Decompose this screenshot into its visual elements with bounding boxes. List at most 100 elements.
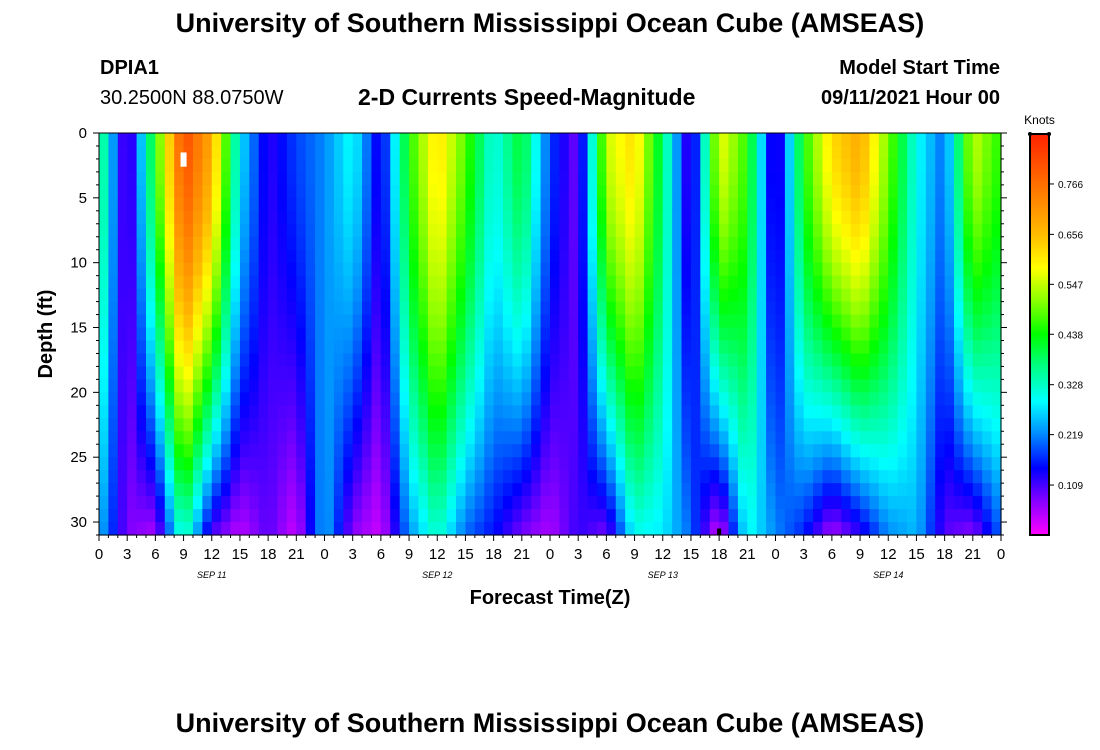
heatmap-cell [737, 301, 748, 316]
heatmap-cell [484, 236, 495, 251]
heatmap-cell [954, 418, 965, 432]
heatmap-cell [117, 405, 128, 419]
heatmap-cell [380, 457, 391, 471]
heatmap-cell [803, 158, 814, 173]
heatmap-cell [982, 483, 993, 497]
heatmap-cell [578, 184, 589, 199]
heatmap-cell [474, 288, 485, 303]
heatmap-cell [531, 133, 542, 147]
heatmap-cell [446, 184, 457, 199]
heatmap-cell [681, 236, 692, 251]
heatmap-cell [512, 171, 523, 186]
heatmap-cell [907, 223, 918, 238]
heatmap-cell [456, 145, 467, 160]
heatmap-cell [982, 457, 993, 471]
heatmap-cell [550, 210, 560, 225]
heatmap-cell [747, 197, 758, 212]
heatmap-cell [202, 327, 213, 342]
heatmap-cell [991, 301, 1002, 316]
heatmap-cell [935, 171, 946, 186]
heatmap-cell [869, 457, 880, 471]
heatmap-cell [690, 522, 701, 536]
heatmap-cell [183, 314, 194, 329]
heatmap-cell [728, 509, 739, 523]
heatmap-cell [258, 496, 269, 510]
heatmap-cell [380, 133, 391, 147]
heatmap-cell [935, 470, 946, 484]
heatmap-cell [221, 431, 232, 445]
heatmap-cell [418, 340, 429, 355]
heatmap-cell [277, 522, 288, 536]
heatmap-cell [869, 301, 880, 316]
heatmap-cell [888, 405, 899, 419]
heatmap-cell [897, 444, 908, 458]
heatmap-cell [164, 145, 175, 160]
heatmap-cell [249, 522, 260, 536]
heatmap-cell [380, 158, 391, 173]
heatmap-cell [503, 457, 514, 471]
heatmap-cell [653, 288, 664, 303]
heatmap-cell [239, 301, 250, 316]
heatmap-cell [305, 444, 316, 458]
heatmap-cell [192, 314, 203, 329]
heatmap-cell [268, 405, 279, 419]
heatmap-cell [371, 197, 382, 212]
heatmap-cell [230, 223, 241, 238]
heatmap-cell [907, 301, 918, 316]
heatmap-cell [145, 314, 156, 329]
heatmap-cell [390, 392, 401, 406]
heatmap-cell [484, 145, 495, 160]
heatmap-cell [831, 470, 842, 484]
heatmap-cell [380, 301, 391, 316]
heatmap-cell [249, 353, 260, 368]
heatmap-cell [860, 457, 871, 471]
heatmap-cell [399, 418, 410, 432]
heatmap-cell [465, 431, 476, 445]
heatmap-cell [784, 353, 795, 368]
heatmap-cell [737, 327, 748, 342]
heatmap-cell [145, 223, 156, 238]
heatmap-cell [625, 210, 636, 225]
heatmap-cell [136, 418, 147, 432]
heatmap-cell [794, 509, 805, 523]
heatmap-cell [841, 249, 852, 264]
heatmap-cell [672, 405, 683, 419]
heatmap-cell [268, 483, 279, 497]
heatmap-cell [427, 158, 438, 173]
heatmap-cell [456, 509, 467, 523]
heatmap-cell [465, 145, 476, 160]
heatmap-cell [803, 379, 814, 393]
heatmap-cell [531, 236, 542, 251]
heatmap-cell [239, 223, 250, 238]
heatmap-cell [869, 418, 880, 432]
heatmap-cell [728, 353, 739, 368]
heatmap-cell [145, 522, 156, 536]
heatmap-cell [766, 314, 777, 329]
heatmap-cell [315, 522, 326, 536]
heatmap-cell [315, 418, 326, 432]
heatmap-cell [174, 288, 185, 303]
x-tick-label: 15 [457, 546, 474, 563]
heatmap-cell [935, 366, 946, 380]
heatmap-cell [578, 405, 589, 419]
heatmap-cell [813, 444, 824, 458]
heatmap-cell [239, 483, 250, 497]
heatmap-cell [418, 366, 429, 380]
heatmap-cell [991, 353, 1002, 368]
heatmap-cell [531, 418, 542, 432]
heatmap-cell [606, 353, 617, 368]
heatmap-cell [503, 288, 514, 303]
heatmap-cell [972, 158, 983, 173]
heatmap-cell [343, 366, 354, 380]
heatmap-cell [371, 509, 382, 523]
heatmap-cell [512, 327, 523, 342]
heatmap-cell [446, 145, 457, 160]
heatmap-cell [869, 314, 880, 329]
heatmap-cell [982, 496, 993, 510]
heatmap-cell [324, 288, 335, 303]
heatmap-cell [427, 249, 438, 264]
heatmap-cell [907, 392, 918, 406]
heatmap-cell [944, 314, 955, 329]
heatmap-cell [512, 210, 523, 225]
heatmap-cell [211, 301, 222, 316]
